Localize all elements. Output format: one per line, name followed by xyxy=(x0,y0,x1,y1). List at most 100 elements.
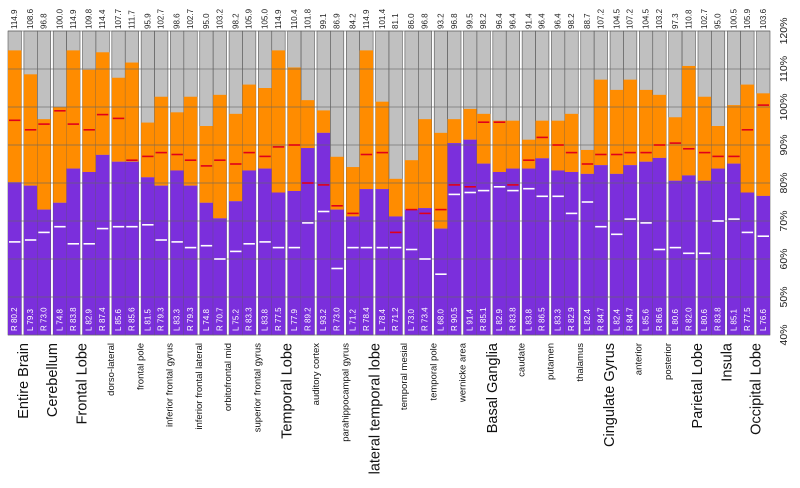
bar-low-putamen-L xyxy=(551,170,565,335)
top-label-frontal-pole-R: 111.7 xyxy=(127,10,136,29)
bar-label-inferior-frontal-lateral-R: R 79.3 xyxy=(186,307,195,331)
bar-range-thalamus-R xyxy=(564,113,579,172)
bar-low-temporal-mesial-R xyxy=(389,216,403,335)
top-label-thalamus-R: 98.2 xyxy=(567,13,576,29)
region-label-auditory-cortex: auditory cortex xyxy=(311,343,322,406)
top-label-superior-frontal-gyrus-L: 105.0 xyxy=(261,8,270,29)
bar-low-caudate-R xyxy=(506,168,520,335)
bar-low-temporal-pole-R xyxy=(418,208,432,335)
top-label-parietal-lobe-R: 110.8 xyxy=(684,9,693,29)
bar-label-temporal-mesial-L: L 73.0 xyxy=(407,309,416,331)
bar-label-superior-frontal-gyrus-L: L 83.8 xyxy=(261,309,270,331)
bar-low-occipital-lobe-R xyxy=(740,192,755,335)
region-label-occipital-lobe: Occipital Lobe xyxy=(749,343,765,435)
top-label-frontal-pole-L: 95.9 xyxy=(143,13,152,29)
region-label-posterior: posterior xyxy=(663,343,674,380)
top-label-wernicke-area-R: 96.8 xyxy=(450,13,459,29)
bar-low-occipital-lobe-L xyxy=(756,195,770,335)
bar-low-cerebellum-R xyxy=(37,209,51,335)
top-label-orbitofrontal-mid-L: 98.2 xyxy=(231,13,240,29)
bar-range-posterior-L xyxy=(668,117,683,181)
top-label-basal-ganglia-L: 96.4 xyxy=(495,13,504,29)
top-label-dorso-lateral-R: 114.4 xyxy=(98,9,107,29)
top-label-putamen-L: 96.4 xyxy=(554,13,563,29)
top-label-caudate-R: 96.4 xyxy=(508,13,517,29)
bar-low-wernicke-area-R xyxy=(447,143,462,335)
top-label-superior-frontal-gyrus-R: 105.9 xyxy=(245,8,254,29)
bar-range-inferior-frontal-lateral-R xyxy=(183,96,198,186)
bar-low-orbitofrontal-mid-L xyxy=(229,201,243,335)
bar-range-temporal-mesial-L xyxy=(404,160,419,210)
bar-range-wernicke-area-R xyxy=(447,119,462,144)
bar-range-frontal-lobe-R xyxy=(66,50,81,169)
bar-range-orbitofrontal-mid-L xyxy=(229,113,243,202)
y-tick-100: 100% xyxy=(778,94,790,121)
top-label-basal-ganglia-R: 98.2 xyxy=(479,13,488,29)
region-label-frontal-pole: frontal pole xyxy=(135,343,146,390)
bar-low-caudate-L xyxy=(522,168,536,335)
bar-low-frontal-pole-L xyxy=(141,177,155,335)
bar-low-posterior-L xyxy=(668,180,683,335)
bar-range-cerebellum-L xyxy=(53,107,67,203)
bar-range-inferior-frontal-gyrus-R xyxy=(154,96,168,186)
top-label-anterior-R: 107.2 xyxy=(626,8,635,29)
top-label-frontal-lobe-R: 114.9 xyxy=(69,9,78,29)
bar-range-auditory-cortex-R xyxy=(301,100,315,149)
bar-label-auditory-cortex-L: L 93.2 xyxy=(319,309,328,331)
bar-range-wernicke-area-L xyxy=(463,108,477,140)
bar-label-entire-brain-R: R 80.2 xyxy=(10,307,19,331)
bar-range-frontal-lobe-L xyxy=(82,69,96,172)
bar-label-parietal-lobe-R: R 82.0 xyxy=(684,307,693,331)
bar-range-posterior-R xyxy=(652,94,667,158)
bar-range-temporal-pole-R xyxy=(418,119,432,209)
top-label-dorso-lateral-L: 107.7 xyxy=(114,8,123,29)
bar-label-frontal-pole-L: L 81.5 xyxy=(143,309,152,331)
bar-label-parahippocampal-gyrus-L: L 71.2 xyxy=(348,309,357,331)
bar-range-parahippocampal-gyrus-L xyxy=(346,167,360,217)
y-tick-labels: 40% 50% 60% 70% 80% 90% 100% 110% 120% xyxy=(778,18,790,346)
bar-label-basal-ganglia-L: L 82.9 xyxy=(495,309,504,331)
top-label-temporal-lobe-R: 114.9 xyxy=(274,9,283,29)
y-tick-60: 60% xyxy=(778,248,790,269)
top-label-cingulate-gyrus-R: 107.2 xyxy=(596,8,605,29)
bar-low-basal-ganglia-L xyxy=(492,171,507,335)
top-label-temporal-lobe-L: 110.4 xyxy=(290,9,299,29)
bar-label-frontal-pole-R: R 85.6 xyxy=(127,307,136,331)
top-label-posterior-L: 97.3 xyxy=(671,13,680,29)
bar-range-occipital-lobe-R xyxy=(740,84,755,193)
region-label-caudate: caudate xyxy=(516,343,527,377)
bar-label-temporal-lobe-R: R 77.5 xyxy=(274,307,283,331)
bar-label-insula-L: L 85.1 xyxy=(729,309,738,331)
bar-low-insula-L xyxy=(727,163,741,335)
top-label-cingulate-gyrus-L: 104.5 xyxy=(612,8,621,29)
bar-low-parahippocampal-gyrus-L xyxy=(346,216,360,335)
bar-range-auditory-cortex-L xyxy=(316,110,331,133)
y-tick-70: 70% xyxy=(778,210,790,231)
bar-label-basal-ganglia-R: R 85.1 xyxy=(479,307,488,331)
region-label-temporal-pole: temporal pole xyxy=(428,343,439,401)
bar-low-dorso-lateral-R xyxy=(95,154,110,335)
bar-range-inferior-frontal-gyrus-L xyxy=(170,112,184,171)
grid-layer xyxy=(8,30,770,336)
top-label-frontal-lobe-L: 109.8 xyxy=(85,8,94,29)
top-label-temporal-pole-L: 93.2 xyxy=(436,13,445,29)
bar-label-inferior-frontal-lateral-L: L 74.8 xyxy=(202,309,211,331)
top-label-inferior-frontal-gyrus-R: 102.7 xyxy=(157,8,166,29)
bar-label-posterior-R: R 86.6 xyxy=(655,307,664,331)
bar-label-temporal-lobe-L: L 77.9 xyxy=(290,309,299,331)
top-label-caudate-L: 91.4 xyxy=(524,13,533,29)
region-label-orbitofrontal-mid: orbitofrontal mid xyxy=(223,343,234,411)
bar-low-thalamus-L xyxy=(580,173,595,335)
bar-range-dorso-lateral-L xyxy=(111,77,126,162)
region-label-insula: Insula xyxy=(719,342,735,382)
bar-range-cingulate-gyrus-R xyxy=(594,79,608,166)
bar-low-parahippocampal-gyrus-R xyxy=(330,209,344,335)
region-label-parietal-lobe: Parietal Lobe xyxy=(690,343,706,428)
region-label-wernicke-area: wernicke area xyxy=(458,342,469,403)
bar-label-temporal-pole-R: R 73.4 xyxy=(421,307,430,331)
bar-low-cerebellum-L xyxy=(53,202,67,335)
bar-range-anterior-R xyxy=(623,79,637,166)
bar-low-posterior-R xyxy=(652,157,667,335)
bar-range-putamen-R xyxy=(535,120,549,159)
